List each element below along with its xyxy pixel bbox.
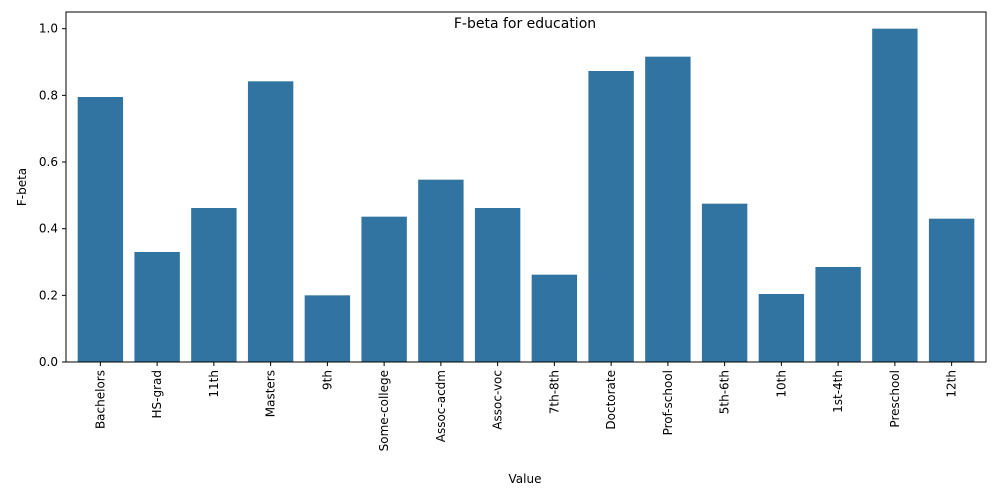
chart-title: F-beta for education bbox=[454, 16, 596, 32]
y-axis-label: F-beta bbox=[15, 168, 29, 206]
x-tick-label: Some-college bbox=[377, 370, 391, 451]
bar-doctorate bbox=[588, 71, 634, 362]
x-tick-label: Bachelors bbox=[93, 370, 107, 429]
bar-prof-school bbox=[645, 56, 691, 363]
x-tick-label: 11th bbox=[207, 370, 221, 398]
bar-10th bbox=[758, 294, 805, 362]
bar-bachelors bbox=[77, 97, 124, 362]
x-tick-label: Masters bbox=[264, 370, 278, 417]
x-tick-label: Prof-school bbox=[661, 370, 675, 435]
bar-preschool bbox=[872, 28, 918, 362]
bar-some-college bbox=[361, 216, 407, 362]
y-axis: 0.0 0.2 0.4 0.6 0.8 1.0 bbox=[39, 22, 66, 369]
x-tick-label: 1st-4th bbox=[831, 370, 845, 413]
x-tick-label: 7th-8th bbox=[547, 370, 561, 414]
bar-11th bbox=[191, 208, 237, 362]
x-tick-label: 12th bbox=[945, 370, 959, 398]
x-tick-label: Doctorate bbox=[604, 370, 618, 430]
bar-1st-4th bbox=[815, 267, 861, 362]
bars-group bbox=[77, 28, 975, 363]
x-tick-label: 10th bbox=[774, 370, 788, 398]
bar-assoc-voc bbox=[474, 208, 521, 362]
plot-frame bbox=[65, 11, 987, 363]
bar-assoc-acdm bbox=[418, 179, 464, 362]
y-tick-label: 0.6 bbox=[39, 155, 58, 169]
x-tick-label: Assoc-acdm bbox=[434, 370, 448, 442]
y-tick-label: 0.0 bbox=[39, 355, 58, 369]
y-tick-label: 1.0 bbox=[39, 22, 58, 36]
x-tick-label: Assoc-voc bbox=[491, 370, 505, 430]
bar-9th bbox=[304, 295, 351, 362]
bar-5th-6th bbox=[701, 203, 748, 362]
x-tick-label: 9th bbox=[320, 370, 334, 390]
y-tick-label: 0.8 bbox=[39, 88, 58, 102]
bar-masters bbox=[247, 81, 294, 362]
x-axis: Bachelors HS-grad 11th Masters 9th Some-colle… bbox=[93, 362, 959, 451]
bar-7th-8th bbox=[531, 274, 578, 362]
y-tick-label: 0.4 bbox=[39, 222, 58, 236]
x-tick-label: 5th-6th bbox=[718, 370, 732, 414]
x-tick-label: Preschool bbox=[888, 370, 902, 428]
bar-hs-grad bbox=[134, 252, 180, 362]
x-tick-label: HS-grad bbox=[150, 370, 164, 419]
bar-12th bbox=[928, 218, 975, 362]
y-tick-label: 0.2 bbox=[39, 288, 58, 302]
x-axis-label: Value bbox=[509, 472, 542, 486]
